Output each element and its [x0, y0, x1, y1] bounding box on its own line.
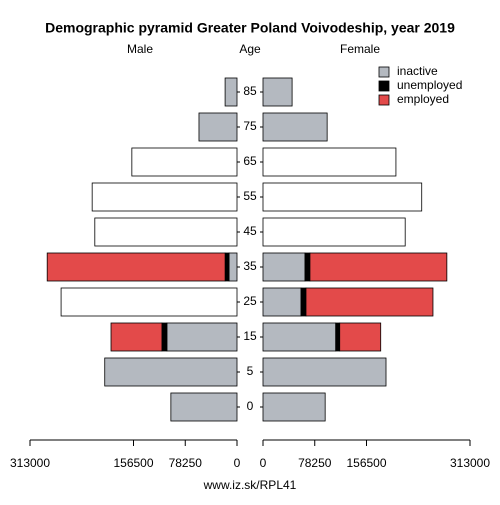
y-tick-label: 5	[247, 364, 254, 378]
bar	[339, 322, 382, 352]
bar	[262, 182, 423, 212]
chart-title: Demographic pyramid Greater Poland Voivo…	[45, 20, 455, 36]
bar	[305, 287, 434, 317]
legend-label: unemployed	[397, 78, 462, 92]
x-tick-label: 313000	[10, 456, 50, 470]
bar	[60, 287, 238, 317]
bar	[262, 252, 306, 282]
bar	[304, 252, 311, 282]
y-tick-label: 85	[243, 84, 257, 98]
center-label: Age	[239, 42, 261, 56]
bar	[262, 217, 406, 247]
y-tick-label: 25	[243, 294, 257, 308]
right-label: Female	[340, 42, 380, 56]
y-tick-label: 45	[243, 224, 257, 238]
y-tick-label: 65	[243, 154, 257, 168]
legend-swatch	[378, 94, 390, 106]
bar	[166, 322, 238, 352]
bar	[198, 112, 238, 142]
bar	[262, 77, 293, 107]
x-tick-label: 0	[260, 456, 267, 470]
legend-swatch	[378, 80, 390, 92]
bar	[309, 252, 448, 282]
bar	[262, 147, 397, 177]
bar	[224, 77, 238, 107]
x-tick-label: 156500	[346, 456, 386, 470]
y-tick-label: 55	[243, 189, 257, 203]
y-tick-label: 0	[247, 399, 254, 413]
source: www.iz.sk/RPL41	[203, 478, 297, 492]
bar	[104, 357, 238, 387]
legend-swatch	[378, 66, 390, 78]
x-tick-label: 156500	[113, 456, 153, 470]
bar	[262, 322, 337, 352]
x-tick-label: 0	[234, 456, 241, 470]
bar	[131, 147, 238, 177]
bar	[262, 357, 387, 387]
bar	[94, 217, 238, 247]
bar	[262, 112, 328, 142]
x-tick-label: 78250	[298, 456, 332, 470]
bar	[110, 322, 163, 352]
bar	[91, 182, 238, 212]
left-label: Male	[127, 42, 153, 56]
legend-label: employed	[397, 92, 449, 106]
bar	[161, 322, 168, 352]
bar	[335, 322, 341, 352]
bar	[228, 252, 238, 282]
bar	[300, 287, 307, 317]
bar	[224, 252, 230, 282]
bar	[46, 252, 226, 282]
bar	[262, 392, 326, 422]
bar	[262, 287, 302, 317]
bar	[170, 392, 238, 422]
legend-label: inactive	[397, 64, 438, 78]
y-tick-label: 15	[243, 329, 257, 343]
x-tick-label: 78250	[169, 456, 203, 470]
y-tick-label: 75	[243, 119, 257, 133]
y-tick-label: 35	[243, 259, 257, 273]
x-tick-label: 313000	[450, 456, 490, 470]
